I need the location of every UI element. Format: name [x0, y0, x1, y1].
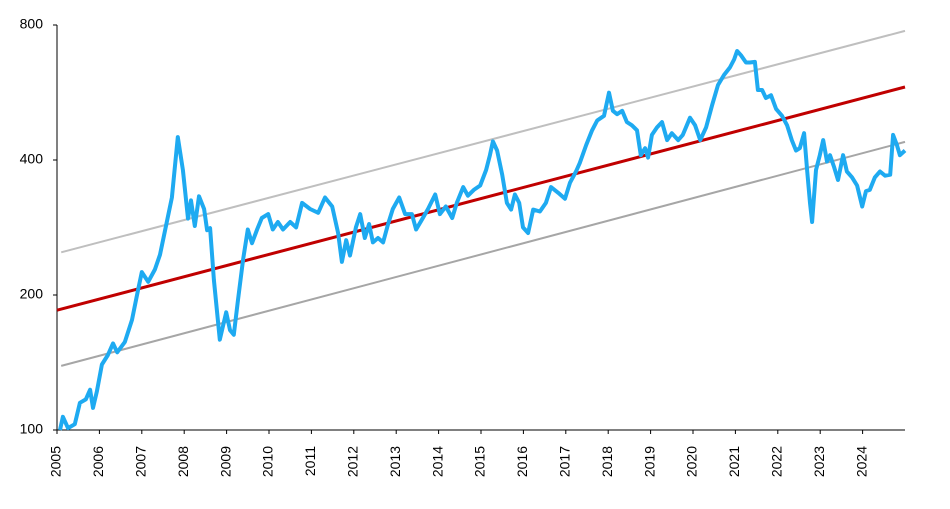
y-tick-label: 100 [20, 421, 44, 437]
x-tick-label: 2015 [472, 446, 488, 477]
x-tick-label: 2017 [557, 446, 573, 477]
x-tick-label: 2012 [345, 446, 361, 477]
x-tick-label: 2018 [599, 446, 615, 477]
x-tick-label: 2007 [133, 446, 149, 477]
x-tick-label: 2014 [429, 446, 445, 477]
x-tick-label: 2019 [641, 446, 657, 477]
y-tick-label: 200 [20, 286, 44, 302]
x-tick-label: 2013 [387, 446, 403, 477]
y-tick-label: 400 [20, 151, 44, 167]
x-tick-label: 2016 [514, 446, 530, 477]
x-tick-label: 2008 [175, 446, 191, 477]
line [58, 49, 907, 431]
line [60, 140, 906, 367]
line [60, 29, 906, 254]
x-tick-label: 2020 [684, 446, 700, 477]
x-tick-label: 2011 [302, 446, 318, 476]
x-tick-label: 2005 [48, 446, 64, 477]
x-tick-label: 2009 [217, 446, 233, 477]
x-tick-label: 2006 [90, 446, 106, 477]
x-tick-label: 2024 [853, 446, 869, 477]
x-tick-label: 2021 [726, 446, 742, 477]
x-tick-label: 2010 [260, 446, 276, 477]
y-tick-label: 800 [20, 16, 44, 32]
x-tick-label: 2023 [811, 446, 827, 477]
x-tick-label: 2022 [769, 446, 785, 477]
line [56, 85, 906, 312]
